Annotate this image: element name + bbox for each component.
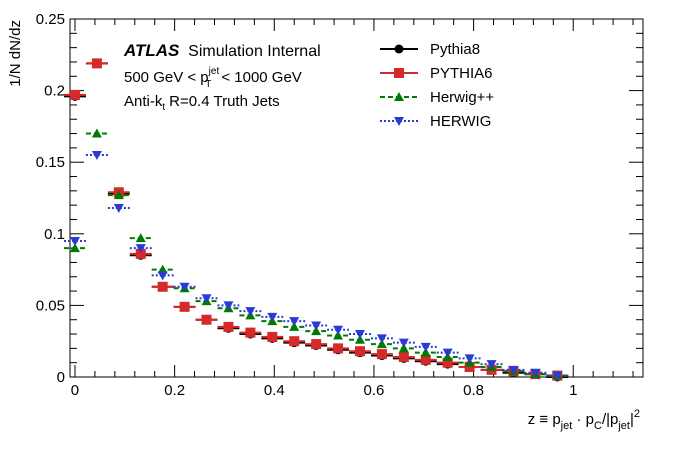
data-point xyxy=(245,327,256,338)
data-point xyxy=(442,357,453,368)
data-point xyxy=(464,354,475,364)
data-point xyxy=(376,339,387,349)
data-point xyxy=(69,243,80,253)
data-point xyxy=(113,190,124,200)
y-tick-label: 0.2 xyxy=(44,83,65,100)
data-point xyxy=(69,89,80,100)
data-point xyxy=(398,343,409,353)
data-point xyxy=(354,334,365,344)
legend-marker xyxy=(394,92,404,101)
data-point xyxy=(333,343,344,354)
x-tick-label: 1 xyxy=(569,382,577,399)
data-point xyxy=(135,233,146,243)
data-point xyxy=(289,321,300,331)
legend-label: HERWIG xyxy=(430,113,491,130)
data-point xyxy=(420,347,431,357)
data-point xyxy=(333,325,344,335)
x-tick-label: 0.2 xyxy=(164,382,185,399)
axes: 0 0.2 0.4 0.6 0.8 1 0 0.05 0.1 0.15 0.2 0.25 xyxy=(36,11,643,399)
data-point xyxy=(311,321,322,331)
legend-marker xyxy=(394,44,404,54)
jet-algorithm-label: Anti-kt R=0.4 Truth Jets xyxy=(124,93,280,113)
data-point xyxy=(398,338,409,348)
x-tick-label: 0.4 xyxy=(264,382,285,399)
data-point xyxy=(376,334,387,344)
y-tick-label: 0.25 xyxy=(36,11,65,28)
data-point xyxy=(267,331,278,342)
legend-entry: HERWIG xyxy=(380,113,491,130)
x-axis-label: z ≡ pjet · pC/|pjet|2 xyxy=(528,408,640,432)
data-point xyxy=(333,330,344,340)
data-point xyxy=(201,294,212,304)
data-point xyxy=(267,312,278,322)
annotation-block: ATLAS Simulation Internal 500 GeV < pjet… xyxy=(123,41,321,113)
data-point xyxy=(442,348,453,358)
x-tick-label: 0.6 xyxy=(364,382,385,399)
legend-entry: Pythia8 xyxy=(380,41,480,58)
data-point xyxy=(289,317,300,327)
data-point xyxy=(135,244,146,254)
plot-frame xyxy=(69,18,644,378)
legend-label: PYTHIA6 xyxy=(430,65,493,82)
data-point xyxy=(530,368,541,378)
data-point xyxy=(354,346,365,357)
data-point xyxy=(113,204,124,214)
legend-label: Herwig++ xyxy=(430,89,494,106)
data-point xyxy=(420,354,431,365)
data-point xyxy=(486,360,497,370)
y-axis-label: 1/N dN/dz xyxy=(7,20,24,87)
data-point xyxy=(376,349,387,360)
data-point xyxy=(420,342,431,352)
data-point xyxy=(552,371,563,381)
data-point xyxy=(69,236,80,246)
legend: Pythia8 PYTHIA6 Herwig++ HERWIG xyxy=(380,41,494,130)
legend-marker xyxy=(394,68,404,78)
y-tick-label: 0.05 xyxy=(36,297,65,314)
data-point xyxy=(223,301,234,311)
data-point xyxy=(201,314,212,325)
data-point xyxy=(223,321,234,332)
data-point xyxy=(179,282,190,292)
series-herwig xyxy=(64,151,569,381)
data-point xyxy=(311,339,322,350)
data-point xyxy=(135,248,146,259)
y-tick-label: 0 xyxy=(57,369,65,386)
x-tick-label: 0.8 xyxy=(463,382,484,399)
legend-marker xyxy=(394,117,404,126)
data-point xyxy=(508,365,519,375)
atlas-label: ATLAS Simulation Internal xyxy=(123,41,321,60)
y-tick-label: 0.1 xyxy=(44,226,65,243)
data-point xyxy=(157,281,168,292)
x-tick-label: 0 xyxy=(71,382,79,399)
legend-label: Pythia8 xyxy=(430,41,480,58)
data-point xyxy=(91,58,102,69)
data-point xyxy=(91,128,102,138)
data-point xyxy=(354,330,365,340)
data-point xyxy=(91,151,102,161)
data-point xyxy=(245,307,256,317)
series-layer xyxy=(64,58,569,382)
legend-entry: PYTHIA6 xyxy=(380,65,493,82)
data-point xyxy=(311,326,322,336)
legend-entry: Herwig++ xyxy=(380,89,494,106)
data-point xyxy=(157,271,168,281)
y-tick-label: 0.15 xyxy=(36,154,65,171)
data-point xyxy=(464,361,475,372)
data-point xyxy=(289,336,300,347)
pt-range-label: 500 GeV < pjet T < 1000 GeV xyxy=(124,66,302,90)
data-point xyxy=(179,301,190,312)
data-point xyxy=(398,351,409,362)
